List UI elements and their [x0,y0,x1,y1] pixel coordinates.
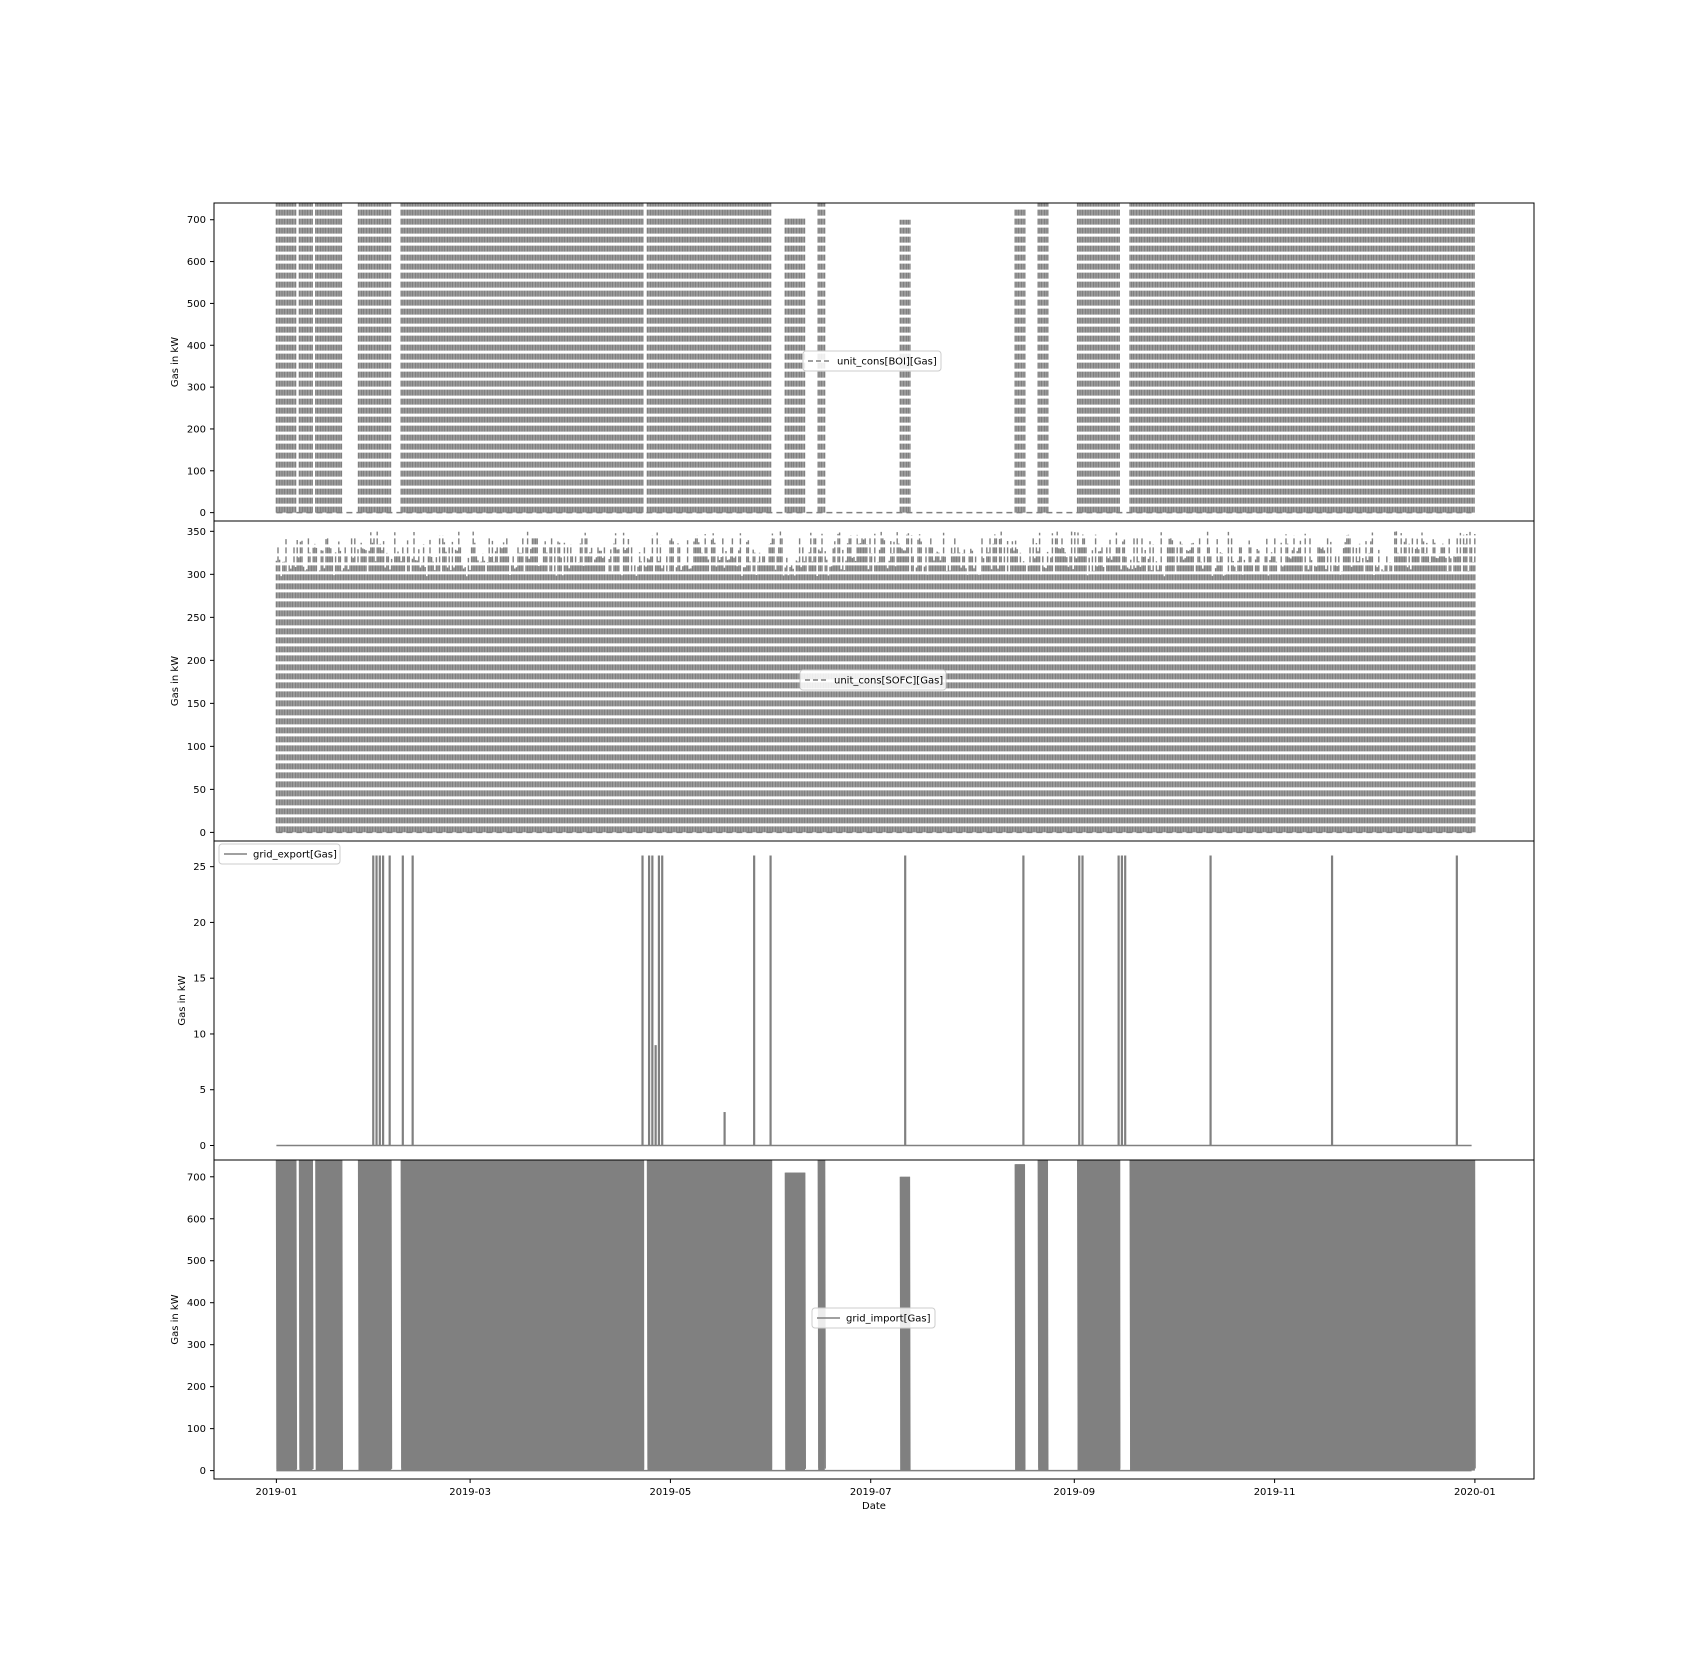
activity-band-7 [784,215,806,513]
y-tick-label: 0 [200,508,206,519]
y-tick-label: 0 [200,828,206,839]
y-axis-label: Gas in kW [170,656,181,706]
y-tick-label: 500 [187,1256,206,1267]
activity-band-1 [275,203,297,513]
activity-band-12 [1077,1160,1121,1471]
legend: grid_export[Gas] [218,843,341,865]
y-tick-label: 300 [187,1340,206,1351]
y-tick-label: 300 [187,570,206,581]
y-tick-label: 700 [187,215,206,226]
y-tick-label: 20 [193,918,206,929]
x-tick-label: 2019-03 [449,1487,491,1498]
activity-band-10 [1014,207,1026,513]
y-tick-label: 50 [193,785,206,796]
activity-band-2 [298,203,313,513]
activity-band-12 [1076,203,1120,513]
subplot-1: 0 100 200 300 400 500 600 700 Gas in kW unit_cons… [170,202,1535,522]
y-tick-label: 10 [193,1029,206,1040]
series-2 [275,531,1476,834]
x-tick-label: 2019-09 [1053,1487,1095,1498]
y-axis-label: Gas in kW [170,337,181,387]
activity-band-5 [400,1160,645,1471]
activity-band-10 [1014,1164,1026,1471]
axes-frame [213,1159,1535,1480]
activity-band-4 [357,1160,393,1471]
activity-band-7 [784,1172,806,1471]
legend-label: unit_cons[SOFC][Gas] [834,676,943,687]
y-tick-label: 0 [200,1141,206,1152]
activity-band-3 [315,1160,343,1471]
y-tick-label: 400 [187,1298,206,1309]
legend-label: grid_export[Gas] [253,850,337,861]
y-tick-label: 100 [187,466,206,477]
y-tick-label: 15 [193,974,206,985]
y-tick-label: 150 [187,699,206,710]
subplot-4: 0 100 200 300 400 500 600 700 Gas in kW grid_impo… [170,1159,1535,1512]
x-tick-label: 2019-01 [255,1487,297,1498]
y-tick-label: 700 [187,1172,206,1183]
y-tick-label: 400 [187,341,206,352]
y-tick-label: 500 [187,299,206,310]
x-tick-label: 2019-07 [850,1487,892,1498]
activity-band-2 [298,1160,314,1471]
activity-band-13 [1129,1160,1476,1471]
legend-label: unit_cons[BOI][Gas] [837,357,937,368]
y-tick-label: 250 [187,613,206,624]
series-4 [275,1160,1476,1472]
activity-band-5 [400,203,644,513]
activity-band-3 [315,203,343,513]
x-axis-label: Date [862,1501,886,1512]
y-tick-label: 25 [193,862,206,873]
subplot-2: 0 50 100 150 200 250 300 350 Gas in kW unit_cons[… [170,520,1535,842]
activity-band-1 [275,531,1476,833]
y-tick-label: 200 [187,656,206,667]
legend: unit_cons[BOI][Gas] [802,350,942,372]
y-tick-label: 200 [187,1382,206,1393]
x-tick-label: 2019-05 [650,1487,692,1498]
activity-band-11 [1037,203,1049,513]
activity-band-13 [1129,203,1475,513]
subplot-3: 0 5 10 15 20 25 Gas in kW grid_export[Gas] [177,840,1535,1161]
x-tick-label: 2019-11 [1254,1487,1296,1498]
legend: grid_import[Gas] [811,1307,936,1329]
activity-band-6 [646,1160,773,1471]
y-tick-label: 600 [187,257,206,268]
y-axis-label: Gas in kW [170,1294,181,1344]
y-tick-label: 100 [187,1424,206,1435]
y-tick-label: 200 [187,424,206,435]
legend: unit_cons[SOFC][Gas] [799,669,947,691]
y-tick-label: 300 [187,383,206,394]
y-axis-label: Gas in kW [177,975,188,1025]
activity-band-6 [646,203,772,513]
x-tick-label: 2020-01 [1454,1487,1496,1498]
activity-band-11 [1037,1160,1049,1471]
y-tick-label: 5 [200,1085,206,1096]
y-tick-label: 0 [200,1466,206,1477]
activity-band-1 [275,1160,298,1471]
activity-band-4 [357,203,392,513]
legend-label: grid_import[Gas] [846,1314,931,1325]
y-tick-label: 350 [187,527,206,538]
y-tick-label: 600 [187,1214,206,1225]
series-3 [276,855,1472,1147]
y-tick-label: 100 [187,742,206,753]
